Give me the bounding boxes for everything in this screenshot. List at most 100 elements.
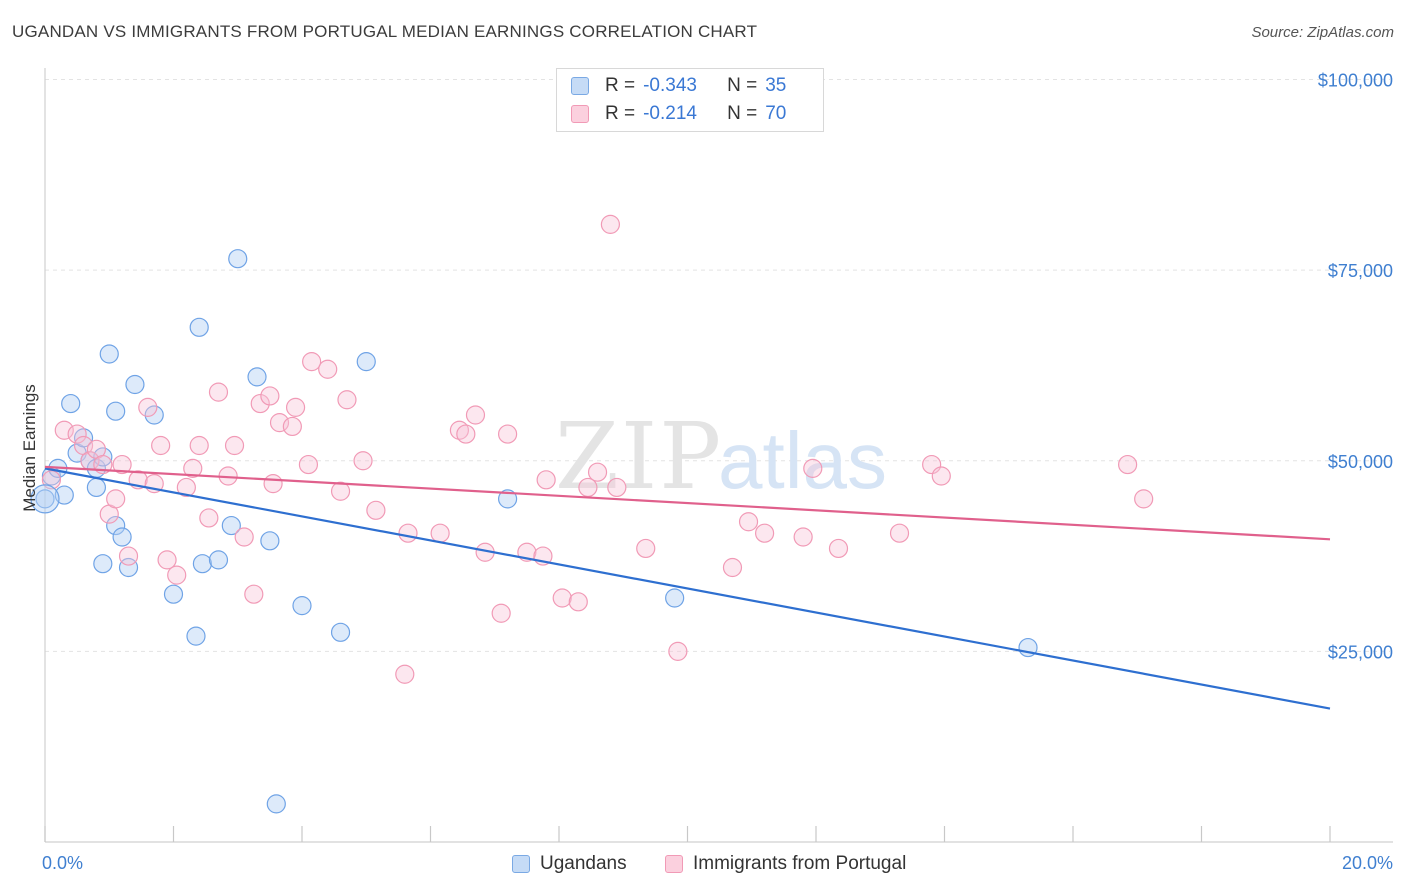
data-point	[250, 393, 270, 414]
data-point	[395, 664, 415, 684]
data-point	[282, 416, 302, 437]
data-point	[285, 397, 306, 417]
data-point	[754, 523, 775, 543]
watermark-zip: ZIP	[555, 403, 723, 510]
legend-swatch-ugandans	[571, 77, 589, 95]
y-tick-label: $75,000	[1328, 261, 1393, 281]
data-point	[106, 515, 126, 536]
data-point	[112, 527, 132, 547]
legend-r-value: -0.214	[643, 103, 697, 124]
trend-line-ugandans	[44, 467, 1331, 710]
bottom-swatch-ugandans	[512, 855, 530, 873]
data-point	[266, 794, 286, 814]
data-point	[1118, 454, 1138, 475]
data-point	[247, 367, 267, 387]
trend-line-portugal	[44, 465, 1331, 541]
data-point	[587, 462, 608, 482]
data-point	[125, 374, 145, 395]
data-point	[157, 550, 177, 570]
data-point	[269, 413, 290, 433]
data-point	[224, 435, 245, 456]
data-point	[186, 626, 206, 646]
data-point	[234, 527, 254, 547]
data-point	[330, 622, 351, 642]
chart-title: UGANDAN VS IMMIGRANTS FROM PORTUGAL MEDI…	[12, 22, 758, 41]
data-point	[738, 512, 759, 532]
data-point	[356, 352, 376, 372]
data-point	[208, 550, 229, 570]
data-point	[199, 508, 219, 528]
data-point	[151, 435, 171, 456]
y-tick-label: $50,000	[1328, 452, 1393, 472]
legend: R = -0.343 N = 35 R = -0.214 N = 70	[556, 68, 824, 132]
data-point	[208, 382, 229, 402]
data-point	[536, 470, 556, 490]
data-point	[167, 565, 187, 585]
data-point	[636, 538, 656, 559]
bottom-legend-ugandans: Ugandans	[512, 852, 627, 876]
bottom-legend-label: Immigrants from Portugal	[693, 853, 907, 874]
data-point	[93, 554, 113, 574]
data-point	[298, 454, 319, 475]
data-point	[192, 554, 213, 574]
data-point	[183, 458, 203, 478]
data-point	[793, 527, 813, 547]
data-point	[828, 538, 849, 559]
data-point	[61, 393, 81, 414]
source-note: Source: ZipAtlas.com	[1251, 24, 1394, 41]
data-point	[86, 477, 107, 498]
data-point	[106, 401, 126, 421]
watermark: ZIP atlas	[555, 403, 887, 510]
data-point	[99, 344, 119, 364]
legend-n-value: 70	[765, 103, 787, 124]
data-point	[1134, 489, 1154, 509]
data-point	[263, 474, 283, 494]
x-tick-label: 0.0%	[42, 853, 83, 873]
legend-row-portugal: R = -0.214 N = 70	[571, 101, 786, 127]
data-point	[260, 531, 280, 551]
data-point	[491, 603, 511, 623]
data-point	[330, 481, 351, 501]
bottom-legend-label: Ugandans	[540, 853, 627, 874]
data-point	[722, 557, 743, 578]
legend-swatch-portugal	[571, 105, 589, 123]
series-ugandans	[35, 249, 1038, 814]
y-axis-title: Median Earnings	[20, 384, 39, 512]
data-point	[144, 405, 164, 425]
data-point	[244, 584, 264, 604]
legend-r-label: R =	[605, 103, 636, 124]
series-portugal	[41, 214, 1154, 684]
data-point	[398, 523, 418, 543]
data-point	[189, 317, 209, 337]
data-point	[803, 458, 823, 478]
legend-n-label: N =	[727, 103, 758, 124]
legend-row-ugandans: R = -0.343 N = 35	[571, 73, 786, 99]
data-point	[498, 489, 518, 509]
data-point	[189, 435, 209, 456]
data-point	[353, 451, 373, 471]
data-point	[30, 484, 60, 514]
data-point	[221, 515, 241, 536]
data-point	[552, 588, 572, 608]
data-point	[665, 588, 685, 608]
data-point	[54, 420, 74, 440]
bottom-swatch-portugal	[665, 855, 683, 873]
data-point	[138, 397, 158, 417]
data-point	[260, 386, 280, 406]
data-point	[41, 470, 62, 490]
data-point	[465, 405, 486, 425]
data-point	[318, 359, 338, 379]
data-point	[106, 489, 126, 509]
data-point	[35, 489, 55, 509]
data-point	[889, 523, 910, 543]
data-point	[337, 390, 357, 410]
data-point	[93, 447, 113, 467]
data-point	[302, 352, 322, 372]
data-point	[498, 424, 518, 444]
y-tick-label: $100,000	[1318, 71, 1393, 91]
bottom-legend-portugal: Immigrants from Portugal	[665, 852, 906, 876]
legend-n-label: N =	[727, 75, 758, 96]
legend-n-value: 35	[765, 75, 787, 96]
data-point	[176, 477, 196, 498]
